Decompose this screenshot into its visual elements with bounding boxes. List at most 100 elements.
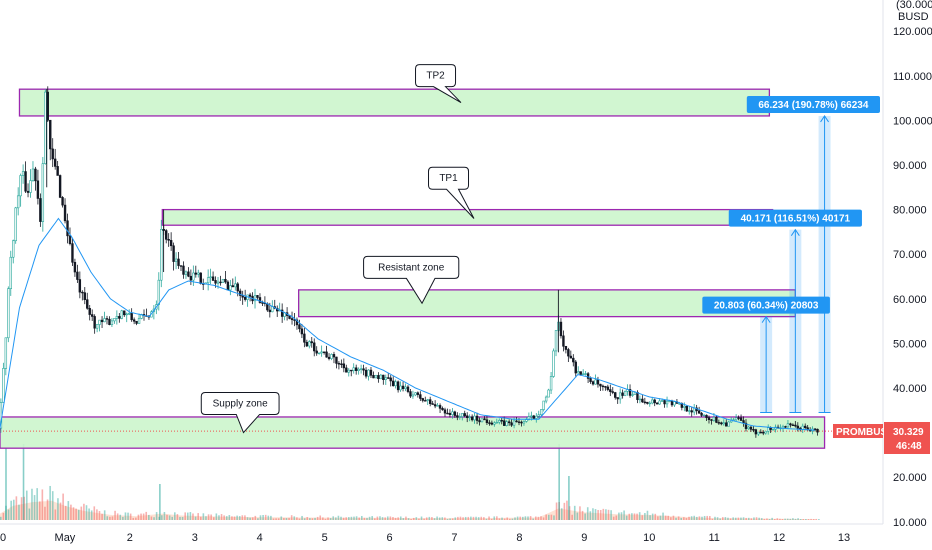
volume-bar bbox=[18, 504, 20, 520]
volume-bar bbox=[651, 513, 654, 520]
volume-bar bbox=[155, 512, 158, 520]
candle-body bbox=[26, 190, 30, 193]
candle-body bbox=[651, 399, 654, 404]
candle-body bbox=[683, 405, 686, 408]
candle-body bbox=[569, 355, 573, 359]
volume-bar bbox=[418, 518, 420, 520]
candle-body bbox=[330, 354, 333, 359]
volume-bar bbox=[410, 519, 412, 520]
candle-body bbox=[507, 421, 511, 424]
candle-body bbox=[655, 402, 659, 405]
candle-body bbox=[424, 400, 427, 402]
volume-bar bbox=[789, 518, 792, 520]
candle-body bbox=[663, 400, 666, 405]
candle-body bbox=[280, 309, 284, 317]
volume-bar bbox=[534, 516, 537, 520]
candle-body bbox=[419, 394, 422, 399]
candle-body bbox=[229, 285, 232, 291]
volume-bar bbox=[470, 516, 472, 520]
candle-body bbox=[335, 356, 338, 364]
volume-bar bbox=[516, 516, 519, 520]
volume-bar bbox=[449, 518, 451, 520]
volume-bar bbox=[296, 517, 298, 520]
volume-bar bbox=[703, 515, 706, 520]
candle-body bbox=[268, 309, 272, 313]
candle-body bbox=[438, 405, 442, 409]
candle-body bbox=[184, 271, 188, 275]
candle-body bbox=[115, 316, 119, 319]
candle-body bbox=[160, 229, 163, 281]
volume-bar bbox=[631, 513, 633, 520]
callout-box bbox=[415, 64, 462, 104]
volume-bar bbox=[277, 518, 280, 520]
candle-body bbox=[90, 314, 94, 317]
candle-body bbox=[367, 369, 370, 377]
volume-bar bbox=[677, 516, 680, 520]
candle-body bbox=[83, 292, 86, 301]
candle-body bbox=[473, 415, 476, 421]
volume-bar bbox=[636, 513, 638, 520]
volume-bar bbox=[212, 517, 215, 520]
volume-bar bbox=[802, 519, 805, 520]
candle-body bbox=[290, 318, 294, 321]
candle-body bbox=[712, 417, 716, 421]
volume-bar bbox=[179, 516, 181, 520]
volume-bar bbox=[150, 516, 153, 520]
x-axis[interactable]: 0 May 2 3 4 5 6 7 8 9 10 11 12 13 bbox=[0, 523, 883, 544]
candle-body bbox=[426, 399, 429, 401]
candle-body bbox=[448, 412, 452, 415]
volume-bar bbox=[784, 518, 786, 520]
candle-body bbox=[105, 318, 109, 320]
candle-layer bbox=[0, 86, 819, 438]
candle-body bbox=[179, 265, 183, 267]
volume-bar bbox=[12, 499, 15, 520]
candle-body bbox=[399, 385, 402, 391]
volume-bar bbox=[760, 518, 763, 520]
volume-bar bbox=[340, 516, 342, 520]
candle-body bbox=[572, 357, 575, 363]
candle-body bbox=[688, 410, 691, 412]
volume-bar bbox=[119, 514, 122, 520]
candle-body bbox=[754, 429, 758, 435]
volume-bar bbox=[618, 512, 620, 520]
volume-bar bbox=[812, 519, 815, 520]
volume-bar bbox=[298, 518, 301, 520]
volume-bar bbox=[807, 519, 810, 520]
volume-bar bbox=[148, 514, 150, 520]
candle-body bbox=[500, 420, 503, 422]
volume-bar bbox=[83, 503, 85, 520]
candle-body bbox=[532, 415, 536, 419]
y-tick-label: 50.000 bbox=[893, 338, 927, 350]
volume-bar bbox=[597, 509, 599, 520]
volume-bar bbox=[192, 513, 194, 520]
candle-body bbox=[530, 415, 533, 418]
candle-body bbox=[118, 316, 121, 319]
candle-body bbox=[187, 271, 190, 277]
volume-bar bbox=[135, 517, 137, 520]
volume-bar bbox=[602, 508, 605, 520]
candle-body bbox=[53, 158, 57, 167]
candle-body bbox=[216, 281, 220, 284]
candle-body bbox=[197, 272, 200, 275]
volume-bar bbox=[477, 517, 480, 520]
volume-bar bbox=[342, 517, 345, 520]
candle-body bbox=[113, 318, 116, 322]
volume-bar bbox=[509, 518, 511, 520]
candle-body bbox=[9, 256, 12, 290]
candle-body bbox=[739, 417, 743, 421]
candle-body bbox=[796, 425, 800, 429]
candle-body bbox=[490, 422, 494, 425]
candle-body bbox=[34, 168, 37, 182]
candle-body bbox=[458, 416, 462, 418]
candle-body bbox=[784, 426, 787, 428]
candle-body bbox=[564, 345, 568, 350]
candle-body bbox=[406, 386, 410, 392]
volume-bar bbox=[327, 517, 329, 520]
volume-bar bbox=[75, 508, 77, 520]
y-tick-label: 90.000 bbox=[893, 160, 927, 172]
volume-bar bbox=[428, 516, 431, 520]
candle-body bbox=[636, 391, 639, 400]
volume-bar bbox=[475, 516, 477, 520]
volume-bar bbox=[275, 518, 277, 520]
